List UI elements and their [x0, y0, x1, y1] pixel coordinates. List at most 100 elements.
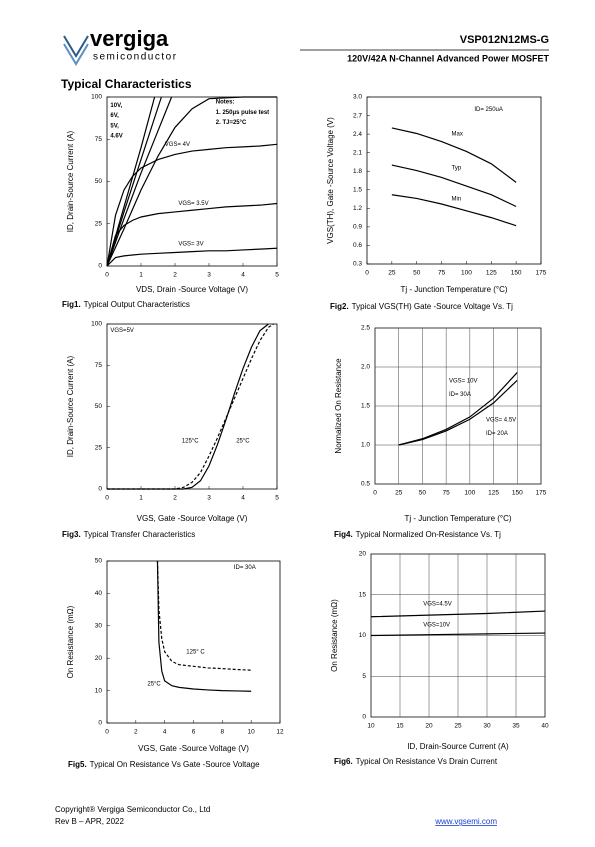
figure-caption: Fig1. Typical Output Characteristics [62, 300, 190, 309]
y-tick-label: 1.5 [353, 186, 362, 193]
annotation: VGS= 10V [449, 379, 478, 385]
x-tick-label: 40 [541, 723, 549, 730]
annotation: 10V, [110, 103, 122, 109]
y-tick-label: 15 [359, 591, 367, 598]
figure-label: Fig5. [68, 760, 87, 769]
y-axis-label: ID, Drain-Source Current (A) [66, 130, 75, 232]
website-link[interactable]: www.vgsemi.com [434, 817, 497, 826]
y-tick-label: 0.9 [353, 224, 362, 231]
y-tick-label: 1.0 [361, 442, 370, 449]
y-tick-label: 1.8 [353, 168, 362, 175]
x-tick-label: 25 [388, 270, 396, 277]
x-tick-label: 20 [425, 723, 433, 730]
y-tick-label: 75 [95, 362, 103, 369]
y-tick-label: 5 [362, 673, 366, 680]
x-tick-label: 12 [276, 729, 284, 736]
y-tick-label: 0 [98, 720, 102, 727]
y-tick-label: 0 [98, 486, 102, 493]
figure-caption: Fig6. Typical On Resistance Vs Drain Curr… [334, 757, 498, 766]
figure-caption: Fig4. Typical Normalized On-Resistance Vs… [334, 530, 501, 539]
series-line [156, 560, 252, 671]
x-tick-label: 25 [454, 723, 462, 730]
x-tick-label: 5 [275, 272, 279, 279]
figure-title: Typical VGS(TH) Gate -Source Voltage Vs.… [352, 302, 513, 311]
y-tick-label: 20 [95, 655, 103, 662]
section-title: Typical Characteristics [61, 77, 192, 91]
series-label: VGS=4.5V [423, 601, 452, 607]
series-line [156, 560, 252, 692]
chart: 0 25 50 75 100 125 150 175 0.3 0.6 0.9 1.2 1.5 1.8 2.1… [326, 94, 547, 311]
x-tick-label: 1 [139, 272, 143, 279]
annotation: 2. TJ=25°C [216, 120, 247, 126]
x-tick-label: 0 [373, 490, 377, 497]
x-tick-label: 75 [443, 490, 451, 497]
figure-label: Fig3. [62, 530, 81, 539]
logo-mark [63, 35, 89, 66]
series-line [107, 323, 269, 490]
y-tick-label: 0.5 [361, 481, 370, 488]
x-tick-label: 4 [241, 272, 245, 279]
series-line [391, 164, 517, 208]
logo: vergiga [90, 26, 169, 51]
x-tick-label: 175 [536, 490, 547, 497]
y-tick-label: 1.5 [361, 403, 370, 410]
x-axis-label: ID, Drain-Source Current (A) [407, 742, 509, 751]
x-tick-label: 25 [395, 490, 403, 497]
y-tick-label: 0 [98, 263, 102, 270]
y-tick-label: 20 [359, 551, 367, 558]
series-line [391, 194, 517, 227]
x-tick-label: 8 [221, 729, 225, 736]
y-axis-label: On Resistance (mΩ) [66, 605, 75, 678]
y-tick-label: 25 [95, 220, 103, 227]
annotation: 4.6V [110, 133, 122, 139]
figure-label: Fig1. [62, 300, 81, 309]
y-tick-label: 2.5 [361, 325, 370, 332]
x-tick-label: 2 [173, 495, 177, 502]
series-line [106, 143, 278, 267]
x-axis-label: Tj - Junction Temperature (°C) [400, 285, 507, 294]
series-label: 125° C [186, 649, 205, 655]
series-label: 25°C [236, 439, 250, 445]
x-tick-label: 4 [163, 729, 167, 736]
y-tick-label: 2.7 [353, 112, 362, 119]
series-line [106, 202, 278, 267]
x-tick-label: 3 [207, 495, 211, 502]
annotation: 5V, [110, 123, 119, 129]
x-tick-label: 100 [461, 270, 472, 277]
series-label: 25°C [147, 682, 161, 688]
series-label: VGS= 3.5V [178, 201, 208, 207]
x-tick-label: 3 [207, 272, 211, 279]
x-tick-label: 150 [512, 490, 523, 497]
figure-caption: Fig3. Typical Transfer Characteristics [62, 530, 195, 539]
figure-label: Fig2. [330, 302, 349, 311]
chart: 10 15 20 25 30 35 40 0 5 10 15 20 VGS=4.5V VGS=10V ID,… [330, 551, 549, 766]
y-tick-label: 2.1 [353, 149, 362, 156]
x-tick-label: 2 [173, 272, 177, 279]
x-tick-label: 5 [275, 495, 279, 502]
chart: 0 25 50 75 100 125 150 175 0.5 1.0 1.5 2.0 2.5 VGS= 1… [334, 325, 547, 539]
x-axis-label: VGS, Gate -Source Voltage (V) [138, 744, 249, 753]
x-tick-label: 125 [488, 490, 499, 497]
y-tick-label: 25 [95, 444, 103, 451]
y-tick-label: 100 [91, 94, 102, 101]
y-tick-label: 100 [91, 321, 102, 328]
y-tick-label: 50 [95, 558, 103, 565]
x-axis-label: VDS, Drain -Source Voltage (V) [136, 285, 248, 294]
y-tick-label: 75 [95, 136, 103, 143]
x-tick-label: 100 [464, 490, 475, 497]
figure-title: Typical Output Characteristics [84, 300, 190, 309]
x-tick-label: 1 [139, 495, 143, 502]
x-tick-label: 50 [413, 270, 421, 277]
y-axis-label: Normalized On Resistance [334, 358, 343, 454]
plot-frame [366, 96, 542, 265]
series-line [398, 379, 518, 446]
series-label: VGS=10V [423, 622, 450, 628]
series-line [106, 96, 162, 267]
annotation: 1. 250μs pulse test [216, 110, 269, 116]
chart: 0 2 4 6 8 10 12 0 10 20 30 40 50 125° C 25°C ID= 30A VGS… [66, 558, 284, 769]
y-tick-label: 10 [95, 687, 103, 694]
x-tick-label: 0 [365, 270, 369, 277]
